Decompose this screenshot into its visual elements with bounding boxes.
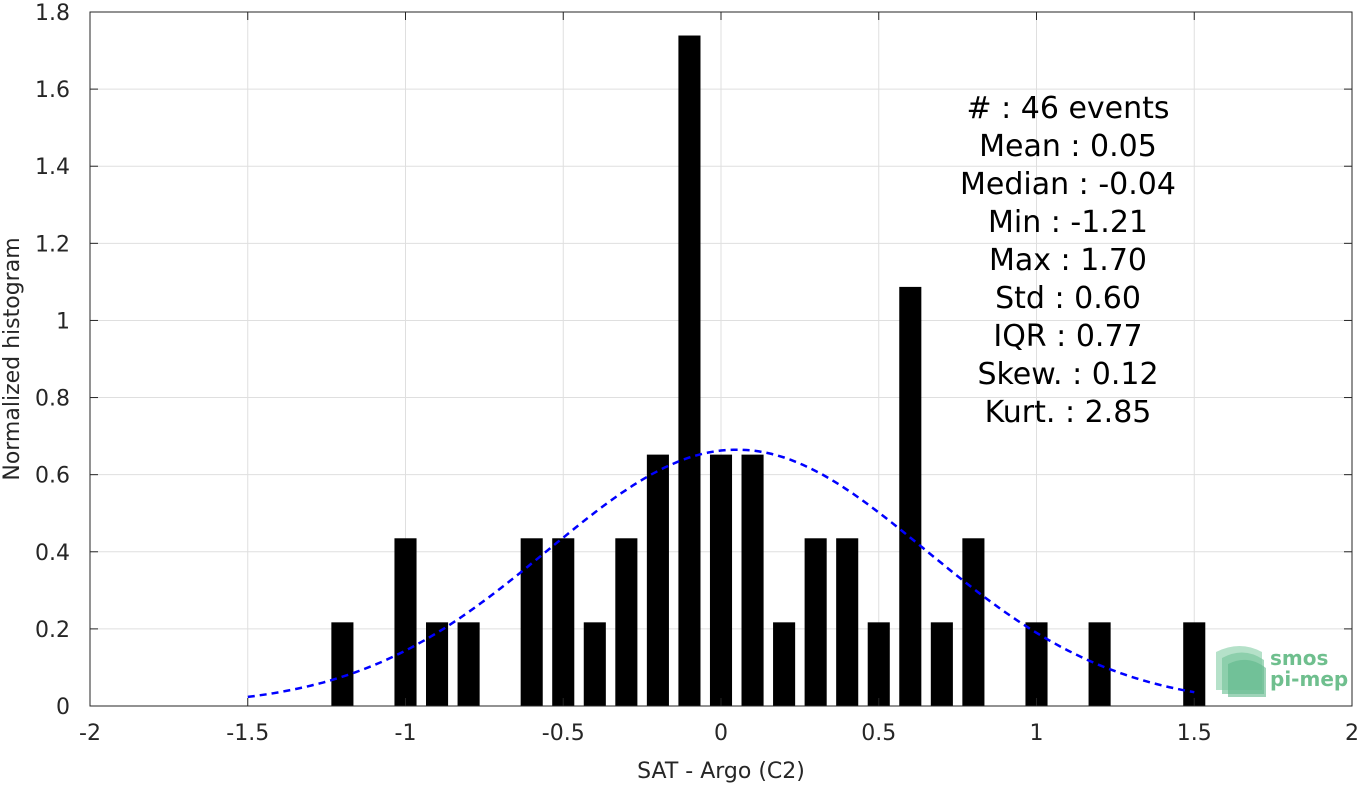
logo-text-line2: pi-mep (1270, 667, 1348, 691)
x-tick-label: -0.5 (542, 721, 585, 746)
histogram-bar (804, 538, 827, 706)
histogram-bar (930, 622, 953, 706)
stat-line: Skew. : 0.12 (977, 357, 1158, 392)
histogram-bar (520, 538, 543, 706)
histogram-bar (1025, 622, 1048, 706)
y-tick-label: 1 (56, 309, 70, 334)
stat-line: Mean : 0.05 (979, 129, 1157, 164)
stat-line: Median : -0.04 (960, 167, 1176, 202)
y-axis-ticks: 0 0.2 0.4 0.6 0.8 1 1.2 1.4 1.6 1.8 (35, 1, 1352, 720)
histogram-bar (962, 538, 985, 706)
histogram-bar (615, 538, 638, 706)
normal-fit-curve (247, 448, 1195, 699)
histogram-bar (773, 622, 796, 706)
histogram-bar (899, 286, 922, 706)
y-tick-label: 1.2 (35, 232, 70, 257)
stat-line: Kurt. : 2.85 (985, 395, 1152, 430)
histogram-bar (646, 454, 669, 706)
histogram-bar (394, 538, 417, 706)
histogram-bar (1183, 622, 1206, 706)
smos-pi-mep-logo: smos pi-mep (1216, 646, 1348, 697)
x-tick-label: 0.5 (861, 721, 896, 746)
x-tick-label: 1.5 (1177, 721, 1212, 746)
histogram-bar (457, 622, 480, 706)
y-axis-label: Normalized histogram (0, 237, 25, 480)
histogram-bar (426, 622, 449, 706)
stat-line: Max : 1.70 (989, 243, 1147, 278)
x-axis-label: SAT - Argo (C2) (637, 759, 805, 784)
y-tick-label: 0.6 (35, 464, 70, 489)
x-tick-label: 1 (1030, 721, 1044, 746)
histogram-bar (678, 35, 701, 706)
x-tick-label: -1.5 (226, 721, 269, 746)
x-tick-label: -2 (79, 721, 101, 746)
histogram-bar (709, 454, 733, 706)
stat-line: Std : 0.60 (995, 281, 1141, 316)
stat-line: # : 46 events (966, 91, 1169, 126)
y-tick-label: 0.4 (35, 541, 70, 566)
histogram-bar (836, 538, 859, 706)
y-tick-label: 1.8 (35, 1, 70, 26)
x-tick-label: 0 (714, 721, 728, 746)
logo-text-line1: smos (1270, 646, 1328, 670)
x-tick-label: -1 (395, 721, 417, 746)
x-axis-ticks: -2 -1.5 -1 -0.5 0 0.5 1 1.5 2 (79, 12, 1359, 746)
histogram-bar (331, 622, 354, 706)
y-tick-label: 1.4 (35, 155, 70, 180)
x-tick-label: 2 (1345, 721, 1359, 746)
y-tick-label: 0.2 (35, 618, 70, 643)
histogram-bar (867, 622, 890, 706)
logo-waves-icon (1216, 646, 1266, 697)
normal-fit-curve-group (247, 448, 1195, 699)
stat-line: IQR : 0.77 (993, 319, 1142, 354)
y-tick-label: 1.6 (35, 78, 70, 103)
bars (331, 35, 1206, 706)
histogram-bar (583, 622, 606, 706)
histogram-bar (552, 538, 575, 706)
y-tick-label: 0.8 (35, 387, 70, 412)
y-tick-label: 0 (56, 695, 70, 720)
stat-line: Min : -1.21 (988, 205, 1148, 240)
histogram-bar (741, 454, 764, 706)
